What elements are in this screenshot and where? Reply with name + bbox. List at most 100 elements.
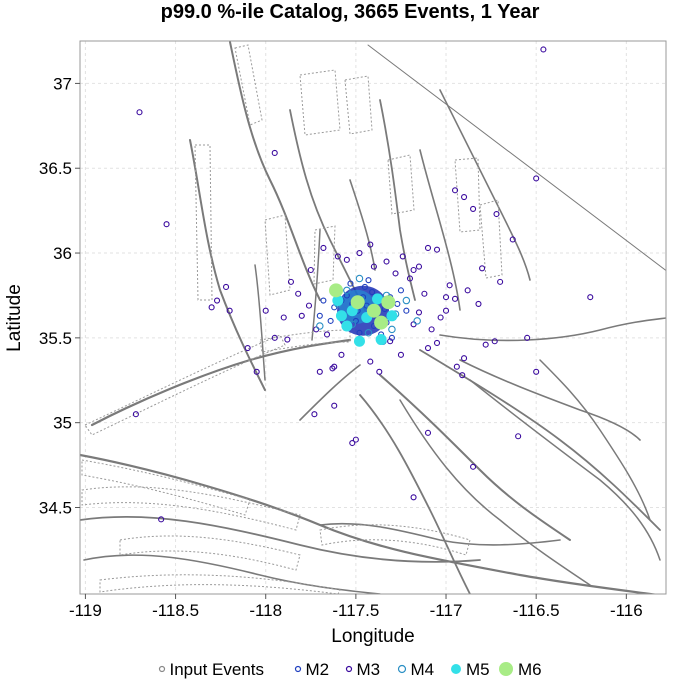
event-point-m3 — [307, 266, 314, 274]
event-point-m5 — [341, 320, 353, 332]
event-point-m3 — [509, 236, 516, 243]
event-point-m3 — [356, 249, 363, 257]
legend-label: M2 — [306, 660, 330, 679]
y-tick-label: 35.5 — [39, 329, 72, 348]
event-point-m2 — [343, 292, 350, 299]
event-point-m3 — [222, 283, 230, 291]
x-tick-label: -117 — [430, 601, 463, 620]
x-tick-label: -116 — [610, 601, 643, 620]
event-point-m3 — [271, 149, 278, 157]
x-axis-ticks: -119 -118.5 -118 -117.5 -117 -116.5 -116 — [69, 594, 643, 620]
event-point-m3 — [392, 270, 399, 277]
event-point-m3 — [464, 287, 471, 294]
event-point-m3 — [387, 338, 394, 345]
event-point-m4 — [402, 296, 411, 305]
event-point-m4 — [343, 286, 351, 295]
fault-line — [349, 179, 376, 271]
event-point-m2 — [369, 289, 376, 296]
event-point-m2 — [316, 312, 323, 319]
fault-line — [359, 394, 471, 594]
event-point-m4 — [364, 329, 373, 337]
fault-map — [80, 41, 666, 594]
event-point-m3 — [524, 334, 531, 341]
event-point-m2 — [365, 277, 372, 284]
event-point-m3 — [461, 355, 468, 362]
fault-line — [469, 379, 661, 561]
event-point-m3 — [428, 326, 435, 333]
fault-line — [539, 359, 651, 521]
event-point-m3 — [421, 290, 428, 297]
event-point-m3 — [343, 256, 350, 263]
event-point-m5 — [372, 293, 384, 305]
event-point-m3 — [410, 266, 417, 274]
event-point-m4 — [413, 317, 421, 325]
event-point-m3 — [442, 307, 450, 314]
event-point-m3 — [367, 358, 374, 365]
event-point-m2 — [361, 283, 368, 291]
fault-line — [379, 99, 416, 301]
event-point-m3 — [213, 297, 221, 304]
x-tick-label: -118 — [249, 601, 282, 620]
y-tick-label: 34.5 — [39, 498, 72, 517]
y-tick-label: 36 — [53, 244, 72, 263]
event-point-m3 — [383, 258, 390, 265]
event-point-m3 — [497, 278, 504, 285]
event-point-m3 — [334, 253, 341, 260]
event-point-m6 — [381, 295, 396, 310]
event-point-m4 — [388, 325, 396, 334]
event-point-m2 — [320, 297, 327, 304]
event-point-m3 — [305, 302, 313, 309]
event-point-m4 — [355, 274, 364, 283]
x-axis-label: Longitude — [331, 626, 414, 647]
event-point-m5 — [335, 310, 347, 322]
event-point-m3 — [451, 295, 459, 302]
event-point-m3 — [453, 363, 460, 370]
event-point-m3 — [451, 187, 459, 194]
chart-title: p99.0 %-ile Catalog, 3665 Events, 1 Year — [161, 1, 540, 23]
event-point-m3 — [433, 339, 441, 346]
event-point-m3 — [338, 351, 345, 358]
event-point-m3 — [540, 46, 547, 53]
event-point-m3 — [424, 429, 432, 436]
y-axis-ticks: 34.5 35 35.5 36 36.5 37 — [39, 74, 80, 517]
event-point-m3 — [491, 338, 498, 345]
fault-line — [80, 453, 660, 594]
event-point-m3 — [533, 368, 540, 375]
event-point-m3 — [244, 344, 251, 352]
legend-label: M6 — [518, 660, 542, 679]
event-point-m6 — [350, 295, 365, 310]
event-point-m2 — [347, 280, 354, 287]
event-point-m2 — [356, 329, 363, 336]
event-point-m3 — [446, 282, 453, 289]
legend: Input Events M2 M3 M4 M5 M6 — [158, 660, 542, 679]
fault-line — [399, 399, 591, 586]
event-point-m3 — [470, 463, 477, 470]
event-point-m3 — [311, 411, 318, 418]
event-point-m3 — [320, 244, 327, 252]
event-point-m3 — [298, 312, 305, 319]
event-point-m3 — [208, 304, 215, 311]
event-point-m3 — [399, 253, 406, 260]
event-point-m2 — [327, 317, 334, 324]
event-point-m3 — [482, 341, 489, 348]
legend-marker — [499, 662, 513, 676]
event-point-m3 — [415, 263, 423, 270]
event-point-m3 — [587, 294, 594, 301]
fault-line — [319, 522, 561, 546]
event-point-m6 — [329, 283, 344, 298]
plot-frame — [79, 40, 667, 595]
event-point-m3 — [271, 334, 278, 341]
y-tick-label: 37 — [53, 74, 72, 93]
fault-line — [459, 359, 641, 441]
event-point-m6 — [366, 303, 381, 318]
event-point-m3 — [461, 194, 468, 201]
fault-line — [299, 364, 361, 421]
legend-marker — [158, 665, 166, 673]
fault-line — [80, 515, 481, 563]
fault-dip-markers — [81, 44, 503, 594]
legend-label: Input Events — [170, 660, 265, 679]
event-point-m3 — [253, 368, 260, 375]
legend-marker — [397, 664, 407, 674]
event-point-m2 — [388, 334, 395, 341]
event-point-m3 — [424, 344, 432, 352]
